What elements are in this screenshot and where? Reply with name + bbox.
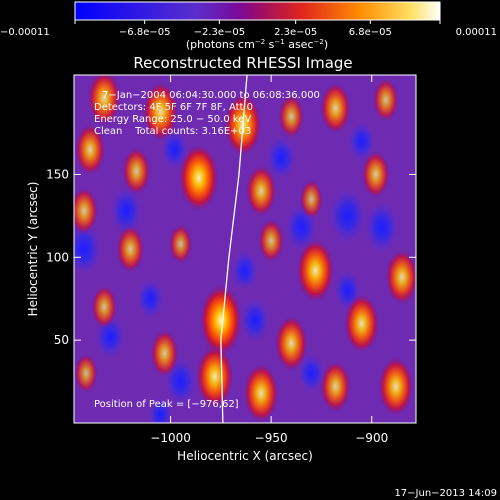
negative-source [160, 128, 189, 171]
colorbar-unit-label: (photons cm−2 s−1 asec−2) [186, 38, 328, 51]
x-axis-ticks: −1000 −950 −900 [150, 75, 388, 445]
colorbar-gradient [75, 2, 440, 20]
image-area [74, 75, 416, 423]
x-tick-label: −1000 [150, 431, 191, 445]
x-axis-label: Heliocentric X (arcsec) [177, 449, 313, 463]
y-tick-label: 150 [46, 167, 69, 181]
emission-source [275, 316, 308, 371]
observation-info: 7−Jan−2004 06:04:30.000 to 06:08:36.000 … [94, 90, 320, 137]
colorbar-tick-label: −6.8e−05 [119, 27, 171, 38]
emission-source [278, 95, 304, 138]
y-axis-label: Heliocentric Y (arcsec) [26, 182, 40, 317]
emission-source [344, 294, 379, 353]
emission-source [122, 147, 151, 195]
emission-source [179, 144, 219, 211]
y-tick-label: 100 [46, 250, 69, 264]
x-tick-label: −900 [355, 431, 388, 445]
emission-source [385, 249, 416, 305]
emission-source [258, 219, 284, 263]
solar-limb-curve [220, 75, 248, 423]
emission-source [91, 285, 117, 329]
negative-source [230, 249, 260, 292]
emission-source [88, 75, 121, 126]
emission-source [116, 225, 145, 273]
emission-source [373, 78, 399, 122]
emission-source [299, 179, 323, 219]
emission-source [320, 82, 351, 134]
emission-source [378, 357, 414, 416]
colorbar-ticks: −0.00011 −6.8e−05 −2.3e−05 2.3e−05 6.8e−05 0.… [0, 20, 497, 38]
colorbar-tick-label: 6.8e−05 [349, 27, 392, 38]
x-tick-label: −950 [255, 431, 288, 445]
negative-source [327, 186, 368, 245]
info-line-detectors: Detectors: 4F 5F 6F 7F 8F, Att 0 [94, 102, 253, 113]
negative-source [239, 297, 271, 343]
chart-title: Reconstructed RHESSI Image [133, 54, 352, 72]
emission-source [75, 124, 106, 175]
colorbar-tick-label: −2.3e−05 [194, 27, 246, 38]
negative-source [265, 135, 297, 181]
colorbar-tick-label: 2.3e−05 [274, 27, 317, 38]
y-tick-label: 50 [54, 333, 69, 347]
colorbar-frame [74, 1, 441, 21]
emission-source [143, 82, 178, 141]
positive-emission-layer [74, 75, 416, 423]
y-axis-ticks: 50 100 150 [46, 167, 416, 347]
colorbar-tick-label: 0.00011 [456, 27, 497, 38]
negative-source [347, 120, 376, 162]
negative-source [109, 186, 144, 236]
peak-position-label: Position of Peak = [−976,62] [94, 399, 239, 410]
emission-source [74, 187, 98, 235]
emission-source [169, 224, 193, 264]
negative-source [74, 222, 103, 276]
info-line-counts: Clean Total counts: 3.16E+03 [94, 126, 251, 137]
emission-source [74, 353, 98, 393]
emission-source [320, 361, 351, 412]
footer-timestamp: 17−Jun−2013 14:09 [394, 488, 497, 499]
negative-source [136, 278, 165, 320]
emission-source [296, 239, 334, 302]
emission-source [200, 285, 242, 356]
emission-source [246, 165, 277, 217]
negative-source [147, 396, 174, 423]
colorbar-tick-label: −0.00011 [0, 27, 50, 38]
negative-source [297, 352, 326, 394]
emission-source [243, 363, 279, 423]
plot-frame [73, 74, 417, 424]
info-line-energy: Energy Range: 25.0 − 50.0 keV [94, 114, 251, 125]
emission-source [196, 345, 234, 408]
emission-source [361, 151, 390, 198]
info-line-time: 7−Jan−2004 06:04:30.000 to 06:08:36.000 [102, 90, 320, 101]
negative-source [363, 200, 401, 255]
emission-source [150, 330, 179, 377]
